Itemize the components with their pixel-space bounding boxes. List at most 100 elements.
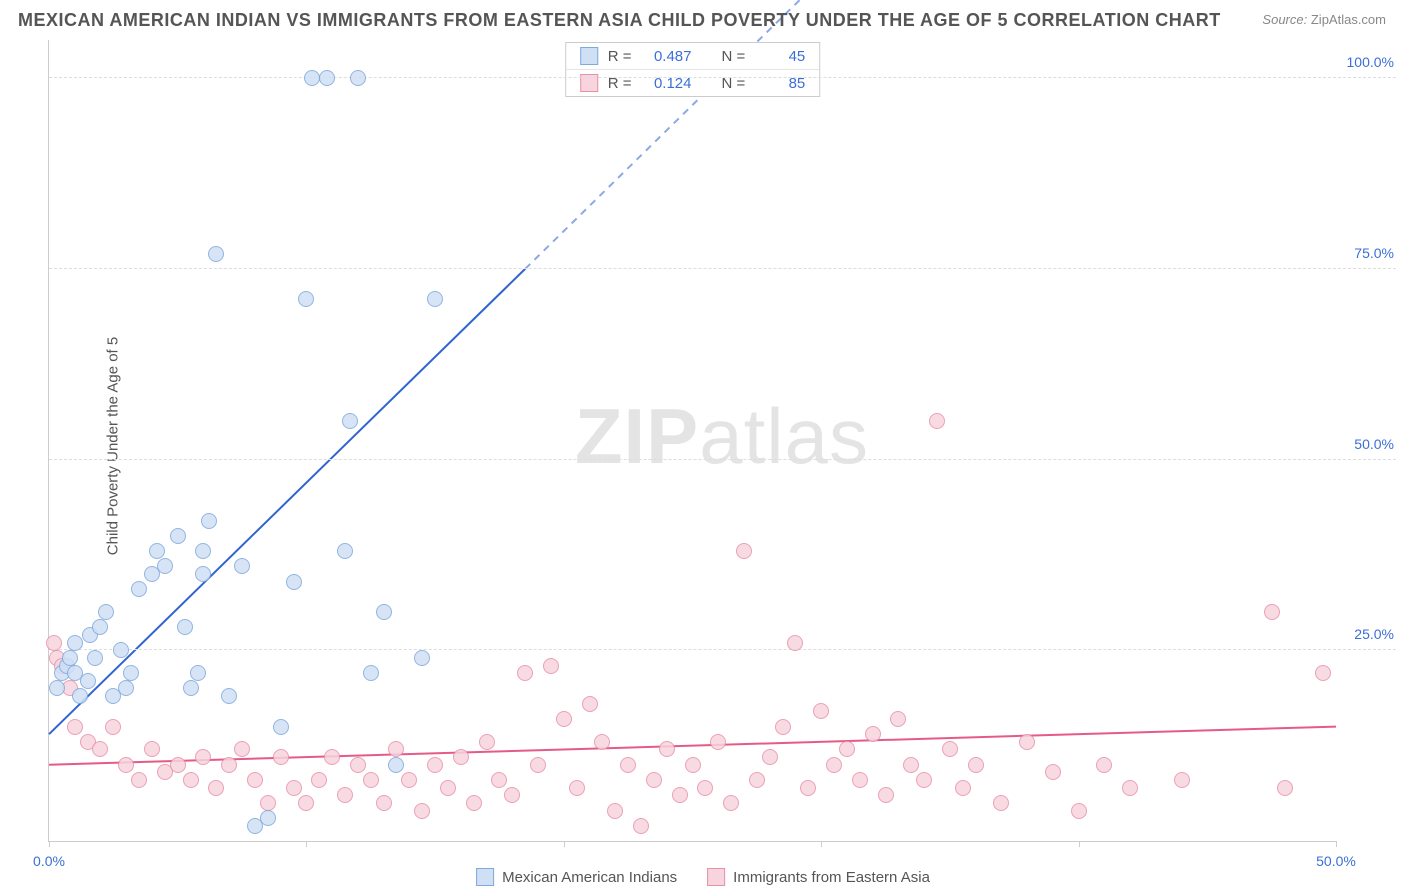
data-point xyxy=(1096,757,1112,773)
data-point xyxy=(427,757,443,773)
gridline xyxy=(49,459,1396,460)
data-point xyxy=(646,772,662,788)
data-point xyxy=(183,680,199,696)
gridline xyxy=(49,268,1396,269)
source-label: Source: xyxy=(1262,12,1307,27)
data-point xyxy=(80,734,96,750)
data-point xyxy=(273,719,289,735)
gridline xyxy=(49,77,1396,78)
watermark-rest: atlas xyxy=(699,391,869,479)
data-point xyxy=(890,711,906,727)
y-tick-label: 75.0% xyxy=(1354,245,1394,261)
correlation-stats-box: R =0.487N =45R =0.124N =85 xyxy=(565,42,821,97)
data-point xyxy=(67,665,83,681)
data-point xyxy=(672,787,688,803)
data-point xyxy=(201,513,217,529)
data-point xyxy=(342,413,358,429)
data-point xyxy=(105,688,121,704)
data-point xyxy=(208,246,224,262)
data-point xyxy=(67,719,83,735)
data-point xyxy=(543,658,559,674)
x-tick xyxy=(1336,841,1337,847)
data-point xyxy=(298,795,314,811)
data-point xyxy=(131,772,147,788)
data-point xyxy=(234,558,250,574)
r-label: R = xyxy=(608,48,632,65)
trend-line xyxy=(49,269,525,734)
data-point xyxy=(286,574,302,590)
data-point xyxy=(195,749,211,765)
data-point xyxy=(208,780,224,796)
stats-row: R =0.487N =45 xyxy=(566,43,820,69)
x-tick xyxy=(821,841,822,847)
data-point xyxy=(82,627,98,643)
data-point xyxy=(247,818,263,834)
data-point xyxy=(190,665,206,681)
data-point xyxy=(195,566,211,582)
data-point xyxy=(620,757,636,773)
data-point xyxy=(685,757,701,773)
data-point xyxy=(530,757,546,773)
data-point xyxy=(466,795,482,811)
data-point xyxy=(234,741,250,757)
data-point xyxy=(736,543,752,559)
data-point xyxy=(414,803,430,819)
data-point xyxy=(800,780,816,796)
data-point xyxy=(839,741,855,757)
series-swatch xyxy=(580,47,598,65)
data-point xyxy=(903,757,919,773)
data-point xyxy=(337,787,353,803)
legend-swatch xyxy=(476,868,494,886)
data-point xyxy=(852,772,868,788)
data-point xyxy=(594,734,610,750)
data-point xyxy=(92,619,108,635)
n-label: N = xyxy=(722,48,746,65)
data-point xyxy=(131,581,147,597)
data-point xyxy=(993,795,1009,811)
data-point xyxy=(968,757,984,773)
data-point xyxy=(388,741,404,757)
data-point xyxy=(955,780,971,796)
data-point xyxy=(749,772,765,788)
legend-item: Mexican American Indians xyxy=(476,868,677,886)
data-point xyxy=(319,70,335,86)
data-point xyxy=(504,787,520,803)
data-point xyxy=(723,795,739,811)
scatter-plot-area: ZIPatlas R =0.487N =45R =0.124N =85 25.0… xyxy=(48,40,1336,842)
data-point xyxy=(177,619,193,635)
data-point xyxy=(170,528,186,544)
data-point xyxy=(67,635,83,651)
data-point xyxy=(787,635,803,651)
gridline xyxy=(49,649,1396,650)
data-point xyxy=(414,650,430,666)
watermark: ZIPatlas xyxy=(575,390,869,481)
data-point xyxy=(157,558,173,574)
data-point xyxy=(123,665,139,681)
stats-row: R =0.124N =85 xyxy=(566,69,820,96)
trend-line-dashed xyxy=(525,0,821,269)
data-point xyxy=(324,749,340,765)
data-point xyxy=(337,543,353,559)
data-point xyxy=(929,413,945,429)
trend-line xyxy=(49,727,1336,765)
data-point xyxy=(118,680,134,696)
data-point xyxy=(260,810,276,826)
data-point xyxy=(144,741,160,757)
data-point xyxy=(118,757,134,773)
series-legend: Mexican American Indians Immigrants from … xyxy=(476,868,930,886)
data-point xyxy=(376,795,392,811)
data-point xyxy=(1315,665,1331,681)
x-tick xyxy=(564,841,565,847)
data-point xyxy=(376,604,392,620)
data-point xyxy=(98,604,114,620)
data-point xyxy=(54,665,70,681)
y-tick-label: 25.0% xyxy=(1354,626,1394,642)
data-point xyxy=(195,543,211,559)
data-point xyxy=(440,780,456,796)
data-point xyxy=(479,734,495,750)
legend-label: Immigrants from Eastern Asia xyxy=(733,869,930,886)
data-point xyxy=(1264,604,1280,620)
data-point xyxy=(1277,780,1293,796)
data-point xyxy=(1019,734,1035,750)
data-point xyxy=(62,680,78,696)
